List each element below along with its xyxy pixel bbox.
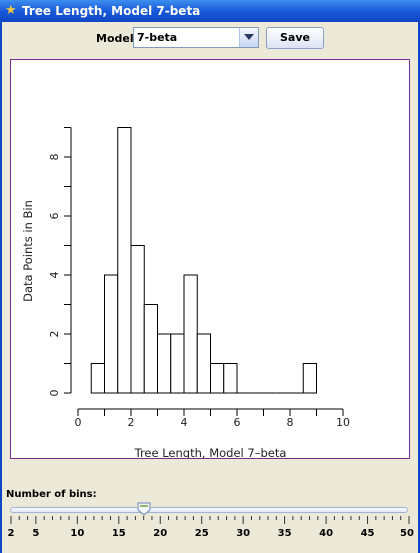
title-bar: ★ Tree Length, Model 7-beta [0,0,420,22]
slider-tick-labels: 2 5 10 15 20 25 30 35 40 45 50 [0,528,420,542]
slider-tick-label: 5 [32,528,40,539]
window-title: Tree Length, Model 7-beta [22,4,201,18]
slider-ticks [10,516,410,524]
slider-tick-label: 35 [277,528,292,539]
x-axis-label: Tree Length, Model 7–beta [134,446,287,458]
chart-panel: 0 2 4 6 8 0 2 4 6 8 10 Tree Length, Model 7–beta Dat… [10,59,410,459]
y-tick-label: 6 [48,213,61,220]
x-tick-label: 10 [336,416,350,429]
slider-tick-label: 25 [194,528,209,539]
window-frame [0,22,420,553]
histogram-bar [90,363,105,394]
bins-slider-thumb[interactable] [137,502,151,516]
histogram-bar [117,127,132,394]
y-tick-label: 2 [48,331,61,338]
x-tick-label: 2 [128,416,135,429]
histogram-chart: 0 2 4 6 8 0 2 4 6 8 10 Tree Length, Model 7–beta Dat… [21,127,350,458]
model-label: Model: [96,32,139,45]
chevron-down-icon [244,34,254,40]
dropdown-arrow-button[interactable] [239,28,258,47]
slider-tick-label: 10 [70,528,85,539]
histogram-bar [223,363,238,394]
x-tick-label: 6 [234,416,241,429]
slider-tick-label: 20 [153,528,168,539]
histogram-bar [170,333,185,394]
model-select[interactable]: 7-beta [133,27,259,48]
y-tick-label: 8 [48,154,61,161]
histogram-bar [196,333,211,394]
histogram-bar [302,363,317,394]
histogram-bar [157,333,172,394]
bins-label: Number of bins: [6,489,97,500]
star-icon: ★ [5,3,17,18]
model-select-value: 7-beta [137,31,178,44]
histogram-bar [210,363,225,394]
save-button[interactable]: Save [266,27,324,49]
x-tick-label: 4 [181,416,188,429]
histogram-bar [130,245,145,394]
y-tick-label: 0 [48,390,61,397]
slider-tick-label: 15 [111,528,126,539]
y-axis-label: Data Points in Bin [21,200,35,302]
bins-slider-track[interactable] [10,507,408,513]
slider-tick-label: 40 [319,528,334,539]
x-tick-label: 8 [287,416,294,429]
slider-tick-label: 30 [236,528,251,539]
slider-tick-label: 45 [360,528,375,539]
y-tick-label: 4 [48,272,61,279]
histogram-bar [104,274,119,394]
slider-tick-label: 2 [7,528,15,539]
slider-tick-label: 50 [400,528,414,539]
histogram-bar [143,304,158,394]
toolbar: Model: 7-beta Save [0,26,420,52]
x-tick-label: 0 [75,416,82,429]
histogram-bar [183,274,198,394]
